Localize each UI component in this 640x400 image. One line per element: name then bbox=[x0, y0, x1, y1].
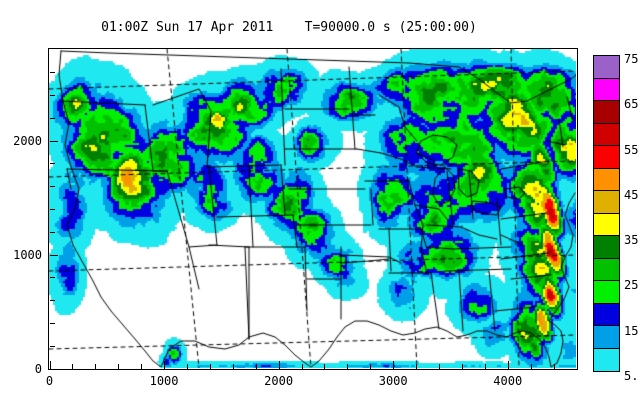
page-title: 01:00Z Sun 17 Apr 2011 T=90000.0 s (25:0… bbox=[101, 20, 477, 35]
y-tick-minor bbox=[49, 117, 55, 119]
x-axis-label: 3000 bbox=[378, 374, 408, 388]
x-tick-minor bbox=[278, 360, 280, 369]
colorbar-band bbox=[594, 101, 619, 124]
y-tick-minor bbox=[49, 72, 55, 74]
colorbar-tick-label: 55. bbox=[624, 142, 640, 157]
y-tick-minor bbox=[49, 231, 55, 233]
y-tick-minor bbox=[49, 163, 55, 165]
y-tick-minor bbox=[49, 95, 55, 97]
x-tick-minor bbox=[347, 363, 349, 369]
colorbar-tick-label: 45. bbox=[624, 187, 640, 202]
colorbar-tick-label: 35. bbox=[624, 233, 640, 248]
y-tick-minor bbox=[49, 254, 58, 256]
colorbar-band bbox=[594, 236, 619, 259]
x-axis-label: 1000 bbox=[149, 374, 179, 388]
y-axis-label: 0 bbox=[34, 361, 42, 376]
y-tick-minor bbox=[49, 368, 58, 370]
x-tick-minor bbox=[507, 360, 509, 369]
colorbar-band bbox=[594, 326, 619, 349]
x-tick-minor bbox=[72, 363, 74, 369]
x-tick-minor bbox=[49, 360, 51, 369]
x-tick-minor bbox=[461, 363, 463, 369]
colorbar bbox=[593, 55, 620, 372]
x-axis-label: 4000 bbox=[493, 374, 523, 388]
x-tick-minor bbox=[324, 363, 326, 369]
colorbar-tick-label: 65. bbox=[624, 97, 640, 112]
x-tick-minor bbox=[484, 363, 486, 369]
x-tick-minor bbox=[164, 360, 166, 369]
colorbar-band bbox=[594, 348, 619, 371]
x-tick-minor bbox=[209, 363, 211, 369]
colorbar-band bbox=[594, 191, 619, 214]
x-tick-minor bbox=[141, 363, 143, 369]
y-tick-minor bbox=[49, 140, 58, 142]
colorbar-band bbox=[594, 123, 619, 146]
colorbar-band bbox=[594, 56, 619, 79]
y-axis-label: 1000 bbox=[13, 247, 42, 262]
x-tick-minor bbox=[530, 363, 532, 369]
x-tick-minor bbox=[186, 363, 188, 369]
colorbar-tick-label: 75. bbox=[624, 52, 640, 66]
colorbar-band bbox=[594, 168, 619, 191]
colorbar-band bbox=[594, 213, 619, 236]
y-tick-minor bbox=[49, 209, 55, 210]
x-tick-minor bbox=[553, 363, 555, 369]
x-axis-label: 0 bbox=[45, 374, 54, 388]
x-tick-minor bbox=[95, 363, 97, 369]
colorbar-tick-label: 5. bbox=[624, 369, 639, 383]
colorbar-band bbox=[594, 281, 619, 304]
x-axis-label: 2000 bbox=[264, 374, 294, 388]
y-axis-label: 2000 bbox=[13, 133, 42, 148]
colorbar-band bbox=[594, 303, 619, 326]
map-outline-overlay bbox=[49, 49, 576, 368]
colorbar-band bbox=[594, 146, 619, 169]
plot-area bbox=[48, 48, 578, 370]
y-tick-minor bbox=[49, 322, 55, 324]
x-tick-minor bbox=[393, 360, 395, 369]
y-tick-minor bbox=[49, 277, 55, 279]
x-tick-minor bbox=[255, 363, 257, 369]
x-tick-minor bbox=[232, 363, 234, 369]
y-tick-minor bbox=[49, 186, 55, 188]
y-tick-minor bbox=[49, 345, 55, 347]
colorbar-tick-label: 15. bbox=[624, 323, 640, 338]
colorbar-band bbox=[594, 258, 619, 281]
colorbar-band bbox=[594, 78, 619, 101]
x-tick-minor bbox=[370, 363, 372, 369]
x-tick-minor bbox=[416, 363, 418, 369]
x-tick-minor bbox=[301, 363, 303, 369]
x-tick-minor bbox=[118, 363, 120, 369]
y-tick-minor bbox=[49, 300, 55, 302]
colorbar-tick-label: 25. bbox=[624, 278, 640, 293]
x-tick-minor bbox=[439, 363, 441, 369]
